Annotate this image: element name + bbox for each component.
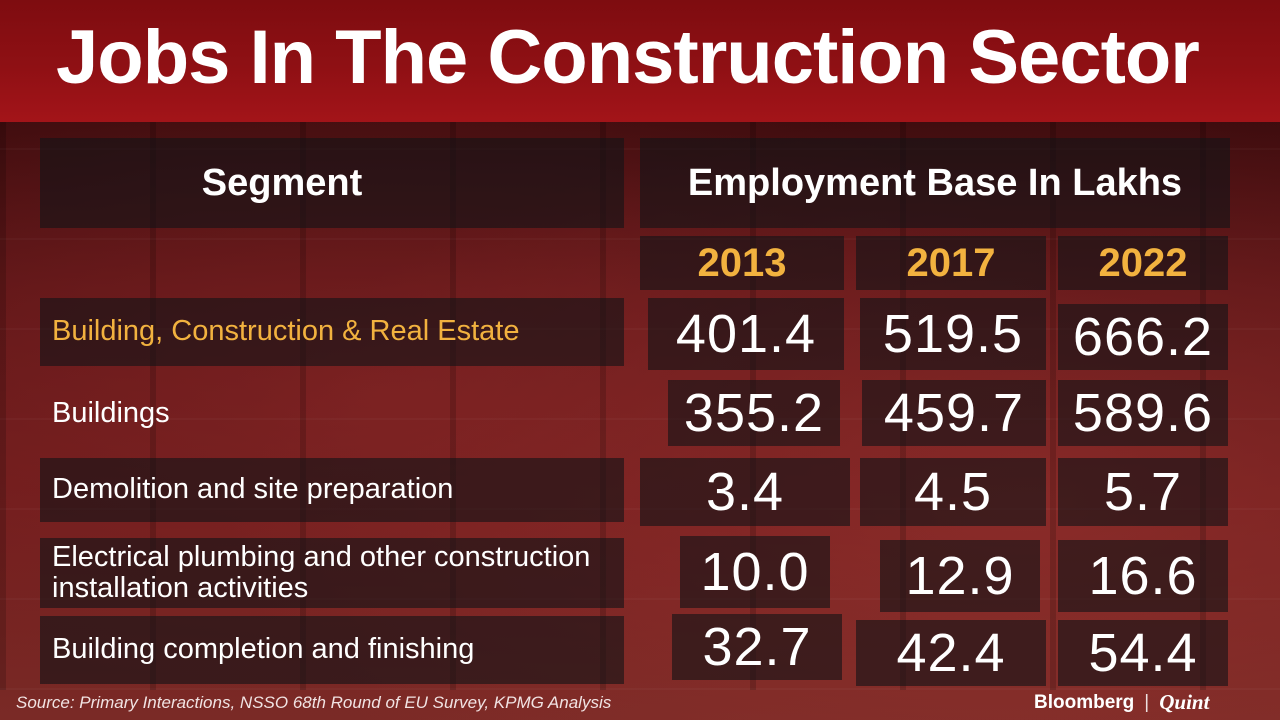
- year-header-cell: 2013: [640, 236, 844, 290]
- value-cell: 666.2: [1058, 304, 1228, 370]
- segment-label-buildings: Buildings: [52, 397, 170, 430]
- year-header-2017: 2017: [906, 240, 996, 285]
- employment-header-cell: Employment Base In Lakhs: [640, 138, 1230, 228]
- value-cell: 5.7: [1058, 458, 1228, 526]
- brand-logo: Bloomberg | Quint: [1034, 690, 1209, 715]
- title-bar: Jobs In The Construction Sector: [0, 0, 1280, 122]
- segment-label-building-construction-real-estate: Building, Construction & Real Estate: [52, 315, 520, 348]
- segment-header-cell: Segment: [40, 138, 624, 228]
- value-cell: 519.5: [860, 298, 1046, 370]
- year-header-2022: 2022: [1098, 240, 1188, 285]
- table-row-label-cell: Demolition and site preparation: [40, 458, 624, 522]
- segment-header: Segment: [201, 161, 363, 204]
- table-row-label-cell: Building completion and finishing: [40, 616, 624, 684]
- year-header-cell: 2022: [1058, 236, 1228, 290]
- value-cell: 42.4: [856, 620, 1046, 686]
- value-cell: 54.4: [1058, 620, 1228, 686]
- source-note: Source: Primary Interactions, NSSO 68th …: [16, 693, 612, 712]
- segment-label-demolition: Demolition and site preparation: [52, 473, 454, 506]
- value-cell: 3.4: [640, 458, 850, 526]
- year-header-2013: 2013: [697, 240, 787, 285]
- segment-label-line-1: Electrical plumbing and other constructi…: [52, 540, 591, 573]
- segment-label-electrical-plumbing: Electrical plumbing and other constructi…: [40, 540, 591, 605]
- table-row-label-cell: Electrical plumbing and other constructi…: [40, 538, 624, 608]
- brand-bloomberg: Bloomberg: [1034, 691, 1135, 713]
- value-cell: 12.9: [880, 540, 1040, 612]
- value-cell: 32.7: [672, 614, 842, 680]
- value-cell: 355.2: [668, 380, 840, 446]
- table-row-label-cell: Buildings: [40, 384, 624, 444]
- value-cell: 459.7: [862, 380, 1046, 446]
- table-row-label-cell: Building, Construction & Real Estate: [40, 298, 624, 366]
- value-cell: 16.6: [1058, 540, 1228, 612]
- value-cell: 401.4: [648, 298, 844, 370]
- brand-quint: Quint: [1159, 690, 1210, 714]
- value-cell: 10.0: [680, 536, 830, 608]
- year-header-cell: 2017: [856, 236, 1046, 290]
- value-cell: 4.5: [860, 458, 1046, 526]
- segment-label-line-2: installation activities: [52, 572, 309, 604]
- value-cell: 589.6: [1058, 380, 1228, 446]
- page-title: Jobs In The Construction Sector: [56, 15, 1200, 100]
- brand-separator: |: [1144, 691, 1150, 713]
- employment-base-header: Employment Base In Lakhs: [687, 161, 1183, 204]
- segment-label-building-completion: Building completion and finishing: [52, 633, 475, 666]
